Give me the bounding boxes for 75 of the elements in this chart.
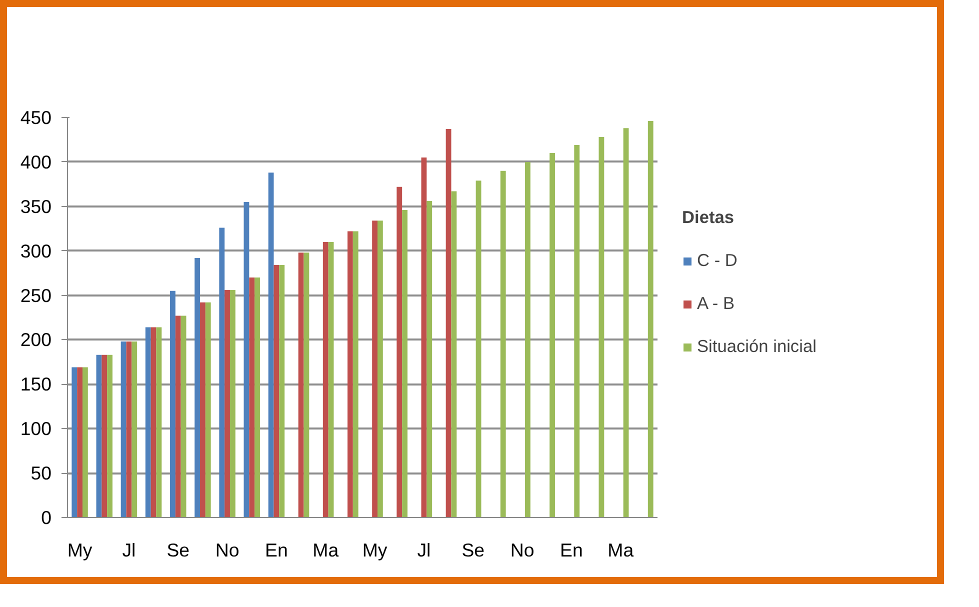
legend-label: Situación inicial <box>697 336 816 357</box>
bar <box>268 172 274 518</box>
bar <box>254 278 260 518</box>
bar <box>249 278 255 518</box>
bar <box>145 327 151 518</box>
x-tick-label: En <box>560 540 583 560</box>
bar <box>96 354 102 518</box>
x-tick-label: No <box>215 540 240 560</box>
bar <box>224 290 230 518</box>
legend-label: C - D <box>697 250 738 271</box>
bar <box>421 158 427 518</box>
bar <box>82 367 88 518</box>
bar <box>244 202 250 518</box>
bar <box>446 129 452 518</box>
bar <box>107 354 112 518</box>
bar <box>126 342 132 518</box>
x-tick-label: My <box>67 540 93 560</box>
x-tick-label: Ma <box>312 540 340 560</box>
bar <box>402 210 408 518</box>
bar <box>72 367 78 518</box>
bar <box>328 242 334 518</box>
bar <box>102 354 108 518</box>
bar <box>120 342 126 518</box>
bar <box>426 201 432 518</box>
bar <box>150 327 156 518</box>
bar <box>550 153 555 518</box>
bar <box>156 327 162 518</box>
x-tick-label: My <box>362 540 388 560</box>
bar <box>372 220 378 518</box>
bar <box>274 265 280 518</box>
x-tick-label: No <box>510 540 534 560</box>
bar <box>205 302 211 518</box>
y-tick-label: 450 <box>20 107 52 128</box>
bar <box>396 186 402 518</box>
y-tick-label: 50 <box>30 462 52 484</box>
x-tick-label: Jl <box>122 540 136 560</box>
bar <box>219 228 225 518</box>
bar <box>279 265 285 518</box>
y-tick-label: 100 <box>20 418 52 440</box>
x-tick-label: Ma <box>608 540 634 560</box>
bar <box>352 231 358 518</box>
bar <box>200 302 206 518</box>
y-tick-label: 200 <box>20 329 52 350</box>
y-tick-label: 150 <box>20 374 52 395</box>
bar <box>574 145 580 518</box>
bar <box>132 342 138 518</box>
legend-label: A - B <box>697 293 735 314</box>
bar <box>524 162 530 518</box>
bar <box>77 367 82 518</box>
bar <box>500 170 506 518</box>
x-tick-label: Se <box>462 540 485 560</box>
bar <box>180 316 186 518</box>
bar <box>304 252 310 518</box>
y-tick-label: 0 <box>41 507 52 528</box>
bar <box>451 191 457 518</box>
y-tick-label: 300 <box>20 240 52 262</box>
bar <box>170 290 176 518</box>
x-tick-label: Jl <box>417 540 431 560</box>
bar <box>175 316 181 518</box>
bar <box>623 128 629 518</box>
bar <box>194 258 200 518</box>
y-tick-label: 350 <box>20 196 52 217</box>
bar <box>377 220 383 518</box>
x-tick-label: Se <box>166 540 190 560</box>
bar <box>648 121 654 518</box>
bar <box>230 290 236 518</box>
bar <box>322 242 328 518</box>
legend-title: Dietas <box>682 207 736 228</box>
bar <box>476 180 482 518</box>
x-tick-label: En <box>265 540 288 560</box>
bar <box>348 231 353 518</box>
bar <box>598 137 604 518</box>
y-tick-label: 400 <box>20 151 52 172</box>
y-tick-label: 250 <box>20 284 52 306</box>
bar <box>298 252 304 518</box>
